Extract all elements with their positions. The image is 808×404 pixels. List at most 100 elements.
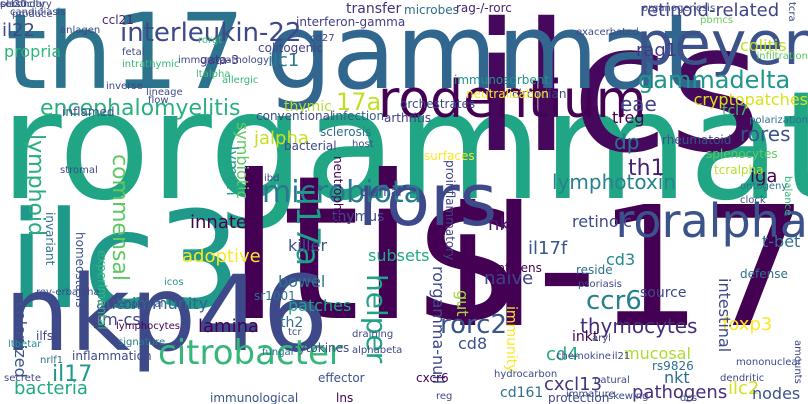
cloud-word: thymic [284, 99, 332, 115]
cloud-word: cd27 [310, 33, 335, 44]
cloud-word: gata-3 [200, 53, 239, 67]
cloud-word: il17 [52, 362, 93, 387]
cloud-word: cd3 [606, 250, 636, 269]
cloud-word: retinoic [572, 212, 632, 231]
cloud-word: bacterial [284, 139, 337, 153]
cloud-word: icos [164, 277, 184, 288]
cloud-word: citrobacter [158, 333, 343, 373]
cloud-word: propria [4, 42, 62, 61]
cloud-word: ilc2 [728, 378, 760, 399]
cloud-word: nodes [752, 384, 801, 403]
cloud-word: signature [118, 337, 166, 348]
cloud-word: th17 [6, 0, 246, 113]
cloud-word: polarization [749, 115, 808, 126]
cloud-word: sclerosis [320, 125, 372, 139]
cloud-word: microbiota [262, 175, 422, 210]
cloud-word: dendritic [720, 373, 765, 384]
cloud-word: il17f [528, 238, 568, 259]
cloud-word: commensal [107, 154, 132, 281]
cloud-word: pbmcs [700, 15, 734, 26]
cloud-word: gammadelta [638, 66, 791, 94]
cloud-word: mononuclear [736, 357, 802, 368]
cloud-word: rorgammat [0, 60, 808, 234]
cloud-word: lns [336, 391, 354, 404]
cloud-word: ccl21 [102, 13, 134, 27]
cloud-word: interferon-gamma [296, 15, 406, 29]
cloud-word: peripheral [112, 299, 164, 310]
cloud-word: peyer [635, 9, 808, 79]
cloud-word: lymphotoxin [552, 170, 677, 194]
cloud-word: 17a [336, 88, 382, 116]
cloud-word: patches [288, 296, 352, 315]
cloud-word: antigens [490, 261, 542, 275]
cloud-word: nk [488, 214, 510, 235]
cloud-word: th1 [628, 156, 665, 181]
cloud-word: reg [436, 391, 453, 402]
cloud-word: il22 [2, 20, 35, 41]
cloud-word: cxcr6 [416, 371, 449, 385]
cloud-word: reside [576, 263, 613, 277]
cloud-word: protection [548, 391, 610, 404]
cloud-word: rorgt [198, 35, 223, 46]
cloud-word: fungal [262, 347, 294, 358]
cloud-word: killer [288, 236, 328, 255]
cloud-word: fetal [122, 47, 145, 58]
cloud-word: intrathymic [122, 59, 180, 70]
cloud-word: rag1 [636, 40, 678, 61]
cloud-word: produce [12, 9, 53, 20]
cloud-word: t-bet [762, 232, 801, 251]
cloud-word: cytokines [292, 341, 350, 355]
cloud-word: amounts [792, 340, 803, 384]
cloud-word: balance [782, 176, 793, 216]
cloud-word: retinoid-related [640, 0, 780, 21]
cloud-word: inkt [572, 329, 599, 345]
cloud-word: tcralpha [714, 163, 764, 177]
cloud-word: tcl7 [722, 103, 748, 119]
cloud-word: eae [620, 92, 657, 116]
cloud-word: lymphocytes [116, 321, 180, 332]
cloud-word: pathogens [632, 382, 728, 403]
cloud-word: alphabeta [352, 345, 403, 356]
cloud-word: neutrophils [331, 156, 345, 224]
cloud-word: cd4 [546, 344, 579, 365]
cloud-word: aryl [592, 333, 611, 344]
cloud-word: lamina [198, 316, 260, 337]
cloud-word: exacerbated [576, 27, 639, 38]
cloud-word: rorc2 [440, 310, 507, 340]
cloud-word: ilc1 [268, 50, 300, 71]
cloud-word: defense [740, 267, 788, 281]
cloud-word: gm-csf [92, 310, 147, 329]
cloud-word: nkt [664, 368, 690, 387]
cloud-word: hydrocarbon [494, 369, 558, 380]
cloud-word: iga [750, 166, 778, 187]
cloud-word: ilc3 [8, 183, 242, 339]
cloud-word: flow [148, 95, 169, 106]
cloud-word: rev-erbalpha [36, 287, 100, 298]
cloud-word: circadian [512, 87, 567, 101]
cloud-word: allergic [222, 75, 259, 86]
cloud-word: immunopathology [178, 55, 270, 66]
cloud-word: cryptopatches [693, 90, 808, 109]
cloud-word: bacteria [14, 378, 88, 399]
cloud-word: encephalomyelitis [40, 96, 241, 121]
cloud-word: naive [484, 268, 534, 289]
cloud-word: host [352, 139, 374, 150]
cloud-word: thymocytes [580, 314, 698, 338]
cloud-word: inflamed [62, 105, 115, 119]
cloud-word: th2 [280, 315, 304, 331]
cloud-word: dcs [680, 393, 698, 404]
cloud-word: tcr [288, 327, 302, 338]
cloud-word: infection [332, 109, 385, 123]
cloud-word: immunity [503, 306, 519, 373]
cloud-word: rorgamma-null [429, 266, 448, 385]
cloud-word: effector [318, 371, 365, 385]
cloud-word: ltbetar [8, 339, 42, 350]
cloud-word: microbes [404, 3, 459, 17]
cloud-word: roralpha [615, 194, 808, 248]
cloud-word: secrete [4, 373, 41, 384]
cloud-word: draining [352, 329, 394, 340]
cloud-word: transfer [346, 1, 402, 17]
cloud-word: adoptive [182, 246, 261, 267]
cloud-word: lymph [223, 146, 242, 196]
cloud-word: colitis [740, 36, 787, 55]
